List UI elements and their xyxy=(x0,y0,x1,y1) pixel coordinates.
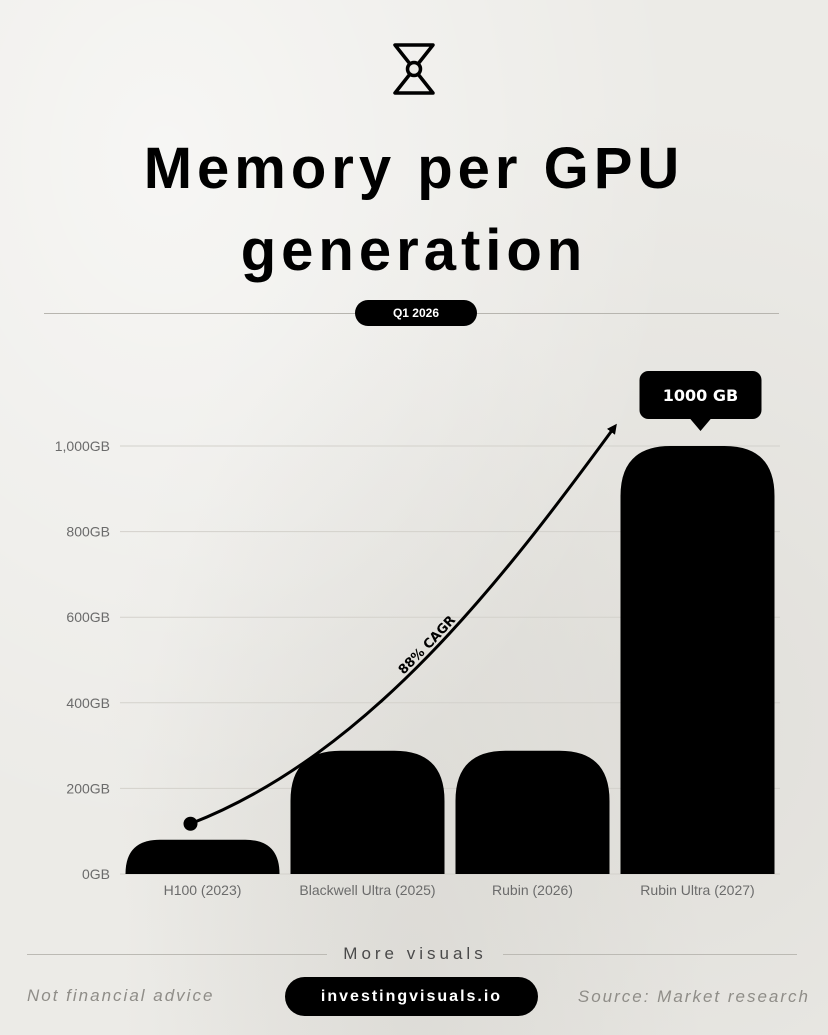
x-tick-label: Rubin Ultra (2027) xyxy=(640,882,754,898)
callout-label: 1000 GB xyxy=(663,386,738,405)
x-axis: H100 (2023) Blackwell Ultra (2025) Rubin (… xyxy=(164,882,755,898)
y-axis: 0GB 200GB 400GB 600GB 800GB 1,000GB xyxy=(55,438,110,882)
y-tick-label: 200GB xyxy=(66,780,110,796)
y-tick-label: 800GB xyxy=(66,524,110,540)
bar xyxy=(290,750,445,874)
footer-divider-left xyxy=(27,954,327,955)
hourglass-icon xyxy=(393,43,435,95)
title-line-2: generation xyxy=(240,218,588,283)
y-tick-label: 600GB xyxy=(66,609,110,625)
bar xyxy=(620,446,775,874)
more-visuals-label: More visuals xyxy=(343,944,487,963)
website-link[interactable]: investingvisuals.io xyxy=(285,977,538,1016)
title-line-1: Memory per GPU xyxy=(143,136,685,201)
callout-pointer xyxy=(689,418,712,431)
y-tick-label: 400GB xyxy=(66,695,110,711)
bar xyxy=(455,750,610,874)
x-tick-label: Blackwell Ultra (2025) xyxy=(299,882,435,898)
trend-arrow xyxy=(189,423,617,826)
y-tick-label: 0GB xyxy=(82,866,110,882)
x-tick-label: Rubin (2026) xyxy=(492,882,573,898)
bar xyxy=(125,839,280,874)
footer-divider-right xyxy=(503,954,797,955)
bar-chart: 0GB 200GB 400GB 600GB 800GB 1,000GB H100 (202… xyxy=(55,371,780,898)
date-badge: Q1 2026 xyxy=(355,300,477,326)
y-tick-label: 1,000GB xyxy=(55,438,110,454)
cagr-label: 88% CAGR xyxy=(396,613,459,678)
page-title: Memory per GPU generation xyxy=(0,128,828,292)
value-callout: 1000 GB xyxy=(639,371,762,431)
bars xyxy=(125,446,775,874)
source-note: Source: Market research xyxy=(577,987,810,1006)
x-tick-label: H100 (2023) xyxy=(164,882,242,898)
disclaimer: Not financial advice xyxy=(27,986,215,1005)
callout-bubble xyxy=(639,371,762,419)
